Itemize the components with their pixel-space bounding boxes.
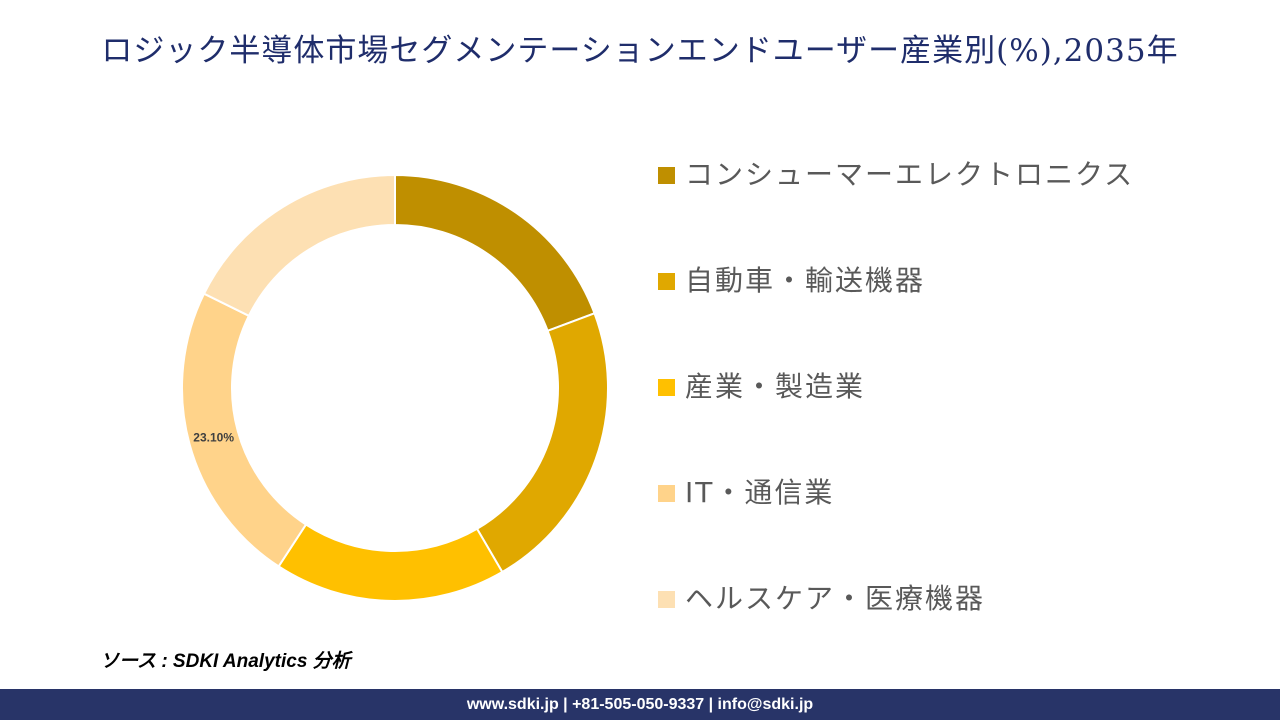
legend-item: 産業・製造業 — [658, 365, 1134, 471]
legend-label: ヘルスケア・医療機器 — [685, 582, 986, 615]
donut-chart: 23.10% — [181, 173, 609, 602]
legend-item: ヘルスケア・医療機器 — [658, 577, 1134, 683]
donut-slice — [475, 312, 609, 574]
legend-item: 自動車・輸送機器 — [658, 259, 1134, 365]
legend-label: 産業・製造業 — [685, 370, 866, 403]
legend-swatch — [658, 379, 675, 396]
legend-swatch — [658, 167, 675, 184]
legend-item: コンシューマーエレクトロニクス — [658, 153, 1134, 259]
legend-item: IT・通信業 — [658, 471, 1134, 577]
legend-swatch — [658, 591, 675, 608]
data-label: 23.10% — [193, 431, 234, 445]
legend: コンシューマーエレクトロニクス 自動車・輸送機器 産業・製造業 IT・通信業ヘルスケア… — [658, 153, 1134, 683]
legend-label: IT・通信業 — [685, 476, 835, 509]
source-note: ソース : SDKI Analytics 分析 — [100, 651, 351, 672]
chart-title: ロジック半導体市場セグメンテーションエンドユーザー産業別(%),2035年 — [101, 33, 1179, 69]
donut-slice — [394, 173, 596, 333]
donut-slice — [277, 523, 504, 602]
legend-label: コンシューマーエレクトロニクス — [685, 158, 1135, 191]
legend-swatch — [658, 273, 675, 290]
footer-contact-bar: www.sdki.jp | +81-505-050-9337 | info@sd… — [0, 689, 1280, 720]
legend-label: 自動車・輸送機器 — [685, 264, 926, 297]
legend-swatch — [658, 485, 675, 502]
donut-slice — [202, 173, 396, 318]
